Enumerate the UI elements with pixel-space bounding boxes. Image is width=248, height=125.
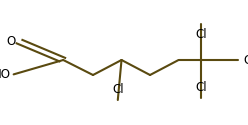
Text: Cl: Cl bbox=[243, 54, 248, 66]
Text: Cl: Cl bbox=[195, 81, 207, 94]
Text: HO: HO bbox=[0, 68, 11, 81]
Text: O: O bbox=[7, 35, 16, 48]
Text: Cl: Cl bbox=[112, 83, 124, 96]
Text: Cl: Cl bbox=[195, 28, 207, 40]
